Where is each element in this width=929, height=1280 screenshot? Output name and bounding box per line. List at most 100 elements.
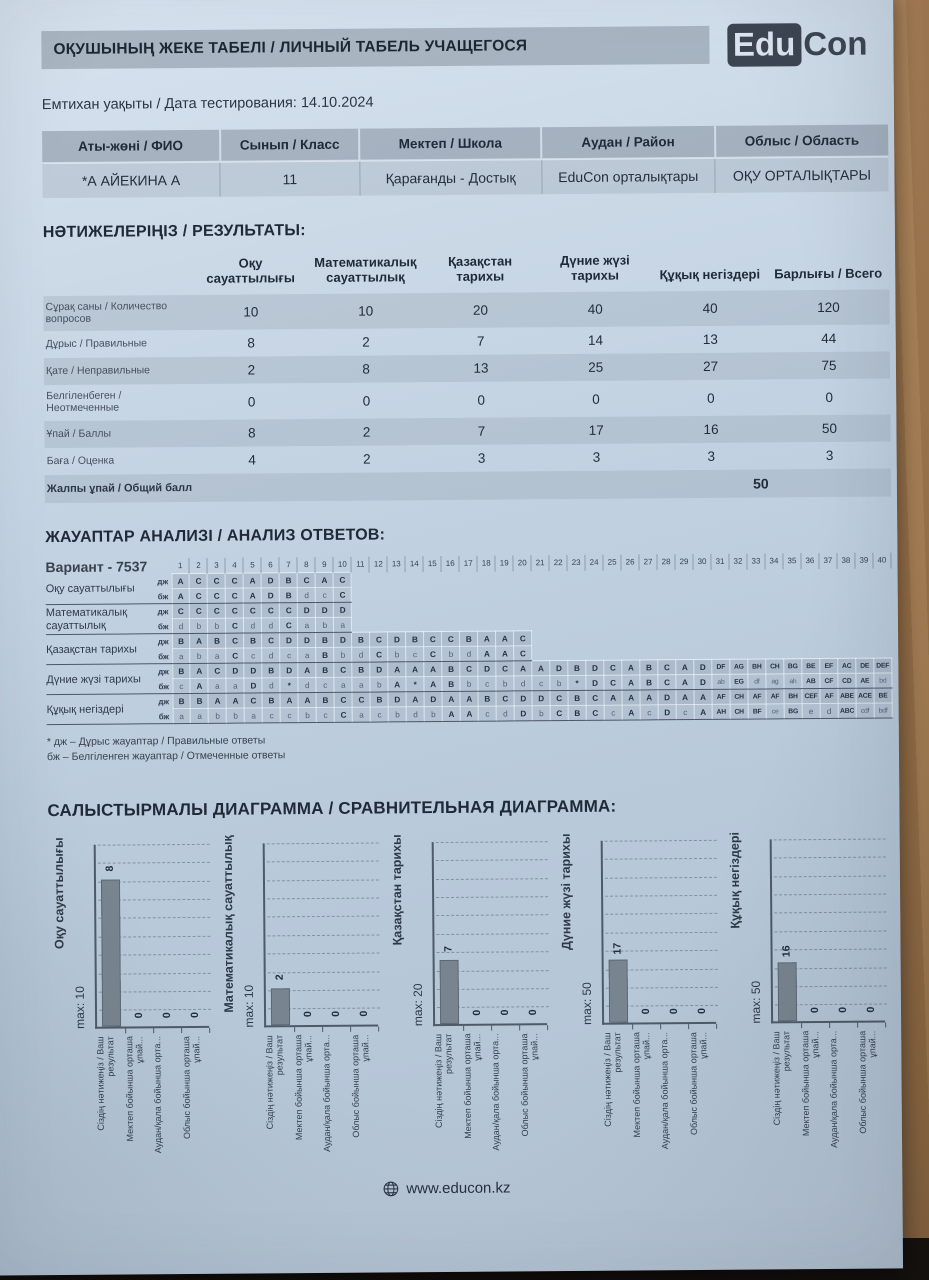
answer-subject-label: Оқу сауаттылығы <box>45 574 148 605</box>
bar-value-label: 0 <box>470 1009 484 1016</box>
answer-cell: c <box>478 706 497 722</box>
student-info-table: Аты-жөні / ФИО Сынып / Класс Мектеп / Школ… <box>42 124 889 199</box>
answer-cell-empty <box>513 601 531 616</box>
answer-cell: A <box>460 706 479 722</box>
results-total-value: 50 <box>752 475 769 492</box>
answer-cell: B <box>316 662 335 678</box>
answer-subject-label: Дүние жүзі тарихы <box>46 664 149 695</box>
bar-value-label: 0 <box>302 1010 315 1017</box>
chart-slots: 17 0 0 0 <box>603 840 716 1023</box>
answer-cell-empty <box>460 617 478 632</box>
answer-cell-empty <box>567 586 585 601</box>
answer-cell: AF <box>765 689 785 705</box>
chart-x-label: Мектеп бойынша орташа ұпай... <box>292 1034 313 1141</box>
answer-cell: D <box>658 690 677 706</box>
answer-cell: C <box>333 587 352 603</box>
answer-cell-empty <box>873 583 891 598</box>
answer-cell: c <box>172 678 191 694</box>
answer-cell: D <box>333 602 352 618</box>
chart-bar-slot: 0 <box>631 840 660 1022</box>
answer-cell-empty <box>801 614 819 629</box>
chart-slots: 8 0 0 0 <box>96 844 209 1027</box>
answer-cell: A <box>406 662 425 678</box>
answer-cell: a <box>172 708 191 724</box>
bar-value-label: 0 <box>133 1012 146 1019</box>
answer-cell-empty <box>568 616 586 631</box>
answer-cell: A <box>298 662 317 679</box>
answer-cell-empty <box>640 645 658 660</box>
answer-cell-empty <box>712 630 730 645</box>
question-number: 38 <box>836 552 855 569</box>
answer-cell-empty <box>837 629 855 644</box>
answer-cell: b <box>208 708 227 724</box>
answer-cell-empty <box>441 587 459 602</box>
answer-cell: A <box>621 675 641 691</box>
answer-cell: CEF <box>801 688 821 705</box>
answer-cell: C <box>334 707 353 723</box>
answer-cell-empty <box>604 630 622 645</box>
answer-cell-empty <box>820 644 838 659</box>
answer-cell: BE <box>873 688 893 704</box>
answer-cell: D <box>261 573 280 589</box>
answer-cell: B <box>172 633 191 649</box>
question-number: 31 <box>710 553 730 570</box>
answer-cell: D <box>532 691 551 707</box>
answer-cell-empty <box>694 645 712 660</box>
chart-x-labels: Сіздің нәтижеңіз / Ваш результат Мектеп б… <box>95 1036 210 1169</box>
answer-cell: b <box>424 706 443 723</box>
answer-cell: D <box>658 705 677 721</box>
answer-cell-empty <box>747 614 765 629</box>
answer-cell: d <box>514 676 533 692</box>
answer-cell: AH <box>712 704 731 720</box>
answer-cell: A <box>315 572 334 588</box>
header-row: ОҚУШЫНЫҢ ЖЕКЕ ТАБЕЛІ / ЛИЧНЫЙ ТАБЕЛЬ УЧА… <box>41 23 868 70</box>
answer-cell: a <box>352 677 371 693</box>
answer-cell-empty <box>711 615 729 630</box>
answer-cell: B <box>639 675 659 691</box>
answer-cell-empty <box>657 570 675 585</box>
answer-cell: d <box>496 706 515 722</box>
results-cell: 0 <box>362 393 371 409</box>
answer-cell: AG <box>729 659 748 675</box>
answer-cell: CH <box>730 689 749 705</box>
footer: www.educon.kz <box>0 1176 902 1200</box>
answer-cell-empty <box>694 630 712 645</box>
chart-bar-slot: 8 <box>96 844 125 1027</box>
answer-cell: B <box>351 632 370 648</box>
answer-cell-empty <box>765 614 783 629</box>
answer-footnotes: * дж – Дұрыс жауаптар / Правильные ответ… <box>47 729 873 765</box>
answer-cell-empty <box>855 613 873 628</box>
answer-cell-empty <box>405 587 423 602</box>
answer-cell-empty <box>621 585 639 600</box>
chart-x-label: Облыс бойынша орташа ұпай... <box>518 1033 539 1137</box>
answer-cell-empty <box>819 614 837 629</box>
answer-cell: C <box>586 705 605 721</box>
results-cell: 120 <box>767 289 890 326</box>
answer-cell: B <box>478 691 497 707</box>
results-row-label: Белгіленбеген / Неотмеченные <box>46 389 122 415</box>
answer-cell-empty <box>675 570 693 585</box>
answer-cell-empty <box>406 602 424 617</box>
answer-cell-empty <box>801 584 819 599</box>
answer-cell: DEF <box>873 658 892 674</box>
answer-cell-empty <box>531 571 549 586</box>
answer-cell: A <box>190 678 209 694</box>
answer-cell: AB <box>801 673 820 690</box>
answer-cell: a <box>298 647 317 664</box>
answer-cell-empty <box>783 614 801 629</box>
answer-cell: C <box>261 633 281 649</box>
answer-cell: A <box>406 692 425 708</box>
results-row-label: Дұрыс / Правильные <box>45 337 148 351</box>
answer-cell-empty <box>622 645 640 660</box>
bar-value-label: 8 <box>103 865 116 872</box>
answer-row-tag: бж <box>147 588 172 605</box>
answer-cell: A <box>495 631 514 647</box>
answer-cell-empty <box>622 630 640 645</box>
answer-cell: d <box>261 618 280 634</box>
results-total-cell: 50 <box>194 468 891 502</box>
answer-cell: DE <box>855 658 874 674</box>
answer-cell: A <box>442 706 461 722</box>
answer-cell: D <box>477 661 497 677</box>
answer-row-tag: дж <box>158 667 169 677</box>
answer-cell: B <box>442 661 461 677</box>
